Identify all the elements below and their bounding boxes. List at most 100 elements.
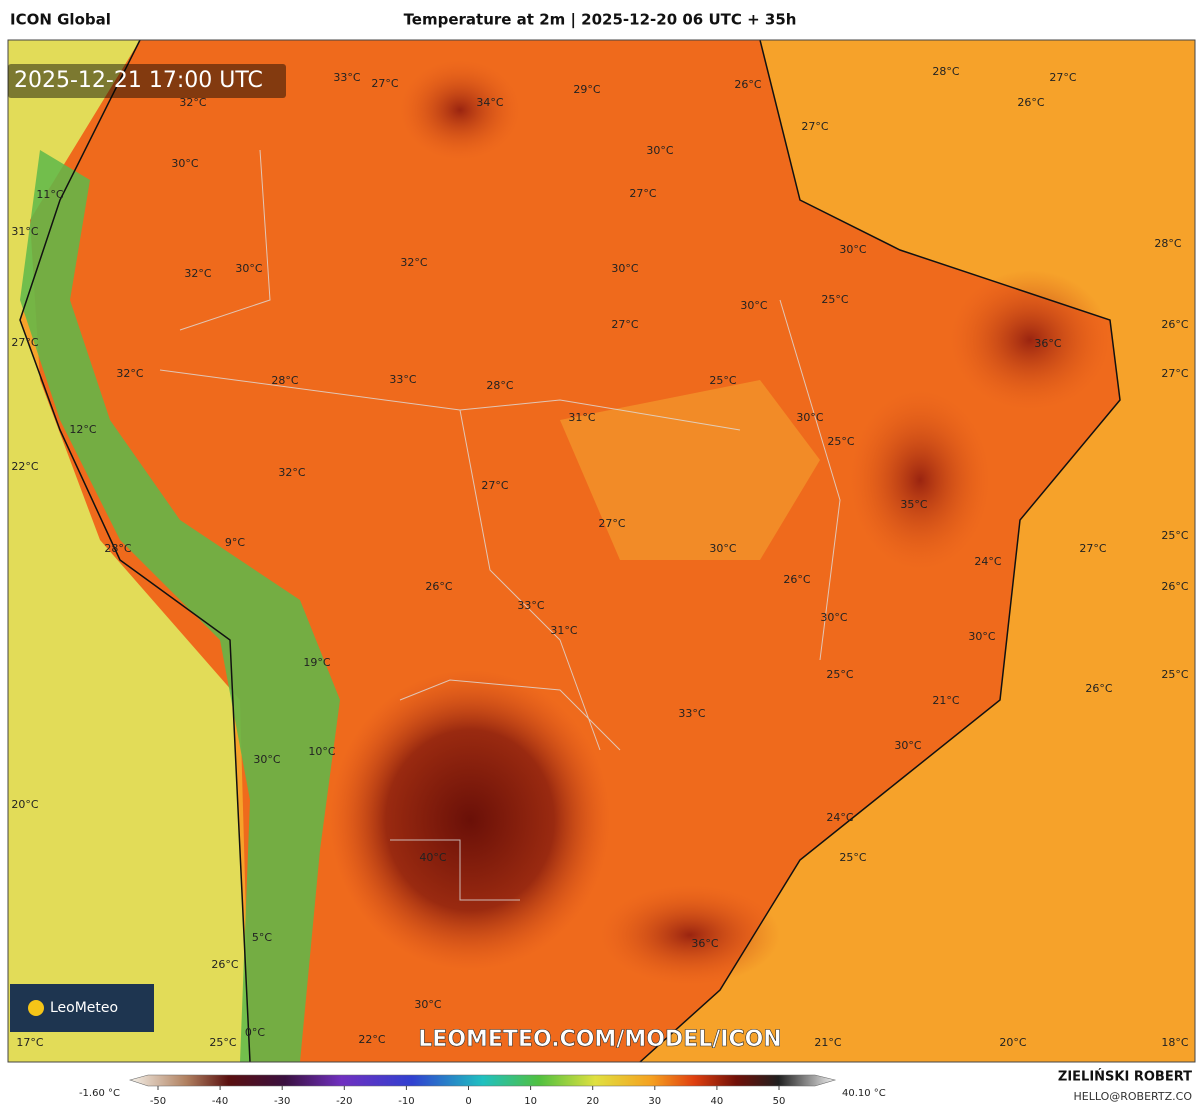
- colorbar-tick-label: -30: [274, 1096, 290, 1107]
- temperature-label: 31°C: [568, 411, 595, 424]
- colorbar-min: -1.60 °C: [79, 1088, 120, 1099]
- colorbar-tick-label: 40: [711, 1096, 724, 1107]
- map: [8, 40, 1195, 1062]
- temperature-label: 30°C: [894, 739, 921, 752]
- temperature-label: 31°C: [550, 624, 577, 637]
- temperature-label: 27°C: [371, 77, 398, 90]
- valid-time: 2025-12-21 17:00 UTC: [14, 68, 263, 93]
- temperature-label: 33°C: [333, 71, 360, 84]
- temperature-label: 27°C: [801, 120, 828, 133]
- temperature-label: 26°C: [1085, 682, 1112, 695]
- temperature-label: 26°C: [425, 580, 452, 593]
- temperature-label: 17°C: [16, 1036, 43, 1049]
- temperature-label: 30°C: [646, 144, 673, 157]
- temperature-label: 30°C: [171, 157, 198, 170]
- temperature-label: 30°C: [611, 262, 638, 275]
- heat-core: [850, 390, 990, 570]
- heat-core: [600, 885, 780, 985]
- temperature-label: 27°C: [629, 187, 656, 200]
- temperature-label: 40°C: [419, 851, 446, 864]
- temperature-labels: 33°C 27°C 32°C 34°C 29°C 28°C 27°C 26°C 26°C 27°C…: [11, 65, 1188, 1049]
- temperature-label: 30°C: [820, 611, 847, 624]
- temperature-label: 20°C: [999, 1036, 1026, 1049]
- colorbar-tick-label: -40: [212, 1096, 228, 1107]
- temperature-label: 28°C: [932, 65, 959, 78]
- colorbar-tick-label: 20: [586, 1096, 599, 1107]
- temperature-label: 5°C: [252, 931, 272, 944]
- temperature-label: 24°C: [826, 811, 853, 824]
- temperature-label: 30°C: [414, 998, 441, 1011]
- temperature-label: 20°C: [11, 798, 38, 811]
- temperature-label: 36°C: [1034, 337, 1061, 350]
- temperature-label: 27°C: [1049, 71, 1076, 84]
- temperature-label: 25°C: [839, 851, 866, 864]
- watermark: LEOMETEO.COM/MODEL/ICON: [418, 1027, 781, 1052]
- temperature-label: 33°C: [678, 707, 705, 720]
- temperature-label: 30°C: [253, 753, 280, 766]
- map-title: Temperature at 2m | 2025-12-20 06 UTC + …: [404, 11, 797, 30]
- temperature-label: 26°C: [783, 573, 810, 586]
- temperature-label: 28°C: [271, 374, 298, 387]
- temperature-label: 30°C: [968, 630, 995, 643]
- temperature-label: 28°C: [486, 379, 513, 392]
- temperature-label: 30°C: [839, 243, 866, 256]
- temperature-label: 27°C: [1079, 542, 1106, 555]
- temperature-label: 32°C: [116, 367, 143, 380]
- colorbar-tick-label: -50: [150, 1096, 166, 1107]
- logo-sun: [28, 1000, 44, 1016]
- cooler-area: [560, 380, 820, 560]
- logo: LeoMeteo: [50, 1000, 118, 1016]
- temperature-label: 12°C: [69, 423, 96, 436]
- temperature-label: 25°C: [827, 435, 854, 448]
- temperature-label: 26°C: [1161, 318, 1188, 331]
- temperature-label: 21°C: [932, 694, 959, 707]
- temperature-label: 28°C: [104, 542, 131, 555]
- colorbar-tick-label: -10: [398, 1096, 414, 1107]
- email: HELLO@ROBERTZ.CO: [1074, 1090, 1193, 1103]
- temperature-label: 27°C: [11, 336, 38, 349]
- temperature-label: 22°C: [358, 1033, 385, 1046]
- temperature-label: 26°C: [211, 958, 238, 971]
- temperature-label: 36°C: [691, 937, 718, 950]
- colorbar-ticks: -50 -40 -30 -20 -10 0 10 20 30 40 50: [150, 1086, 786, 1107]
- colorbar-tick-label: 30: [648, 1096, 661, 1107]
- temperature-label: 32°C: [278, 466, 305, 479]
- temperature-label: 21°C: [814, 1036, 841, 1049]
- colorbar: [128, 1074, 837, 1087]
- author: ZIELIŃSKI ROBERT: [1058, 1069, 1192, 1085]
- temperature-label: 25°C: [209, 1036, 236, 1049]
- temperature-label: 18°C: [1161, 1036, 1188, 1049]
- colorbar-max: 40.10 °C: [842, 1088, 886, 1099]
- temperature-label: 24°C: [974, 555, 1001, 568]
- heat-core: [400, 60, 520, 160]
- temperature-label: 32°C: [179, 96, 206, 109]
- temperature-label: 30°C: [709, 542, 736, 555]
- heat-core: [950, 270, 1110, 410]
- temperature-label: 33°C: [517, 599, 544, 612]
- temperature-label: 31°C: [11, 225, 38, 238]
- temperature-label: 32°C: [184, 267, 211, 280]
- temperature-label: 19°C: [303, 656, 330, 669]
- temperature-label: 9°C: [225, 536, 245, 549]
- colorbar-tick-label: 10: [524, 1096, 537, 1107]
- temperature-label: 25°C: [821, 293, 848, 306]
- temperature-label: 26°C: [1161, 580, 1188, 593]
- temperature-label: 35°C: [900, 498, 927, 511]
- model-name: ICON Global: [10, 11, 111, 29]
- colorbar-tick-label: 50: [773, 1096, 786, 1107]
- temperature-label: 25°C: [1161, 668, 1188, 681]
- temperature-label: 27°C: [598, 517, 625, 530]
- colorbar-tick-label: 0: [465, 1096, 471, 1107]
- temperature-label: 29°C: [573, 83, 600, 96]
- colorbar-tick-label: -20: [336, 1096, 352, 1107]
- time-badge: [8, 64, 286, 98]
- temperature-label: 25°C: [1161, 529, 1188, 542]
- temperature-label: 26°C: [734, 78, 761, 91]
- temperature-label: 30°C: [740, 299, 767, 312]
- temperature-label: 27°C: [481, 479, 508, 492]
- temperature-label: 32°C: [400, 256, 427, 269]
- map-frame: [7, 39, 1196, 1063]
- pacific: [8, 40, 250, 1062]
